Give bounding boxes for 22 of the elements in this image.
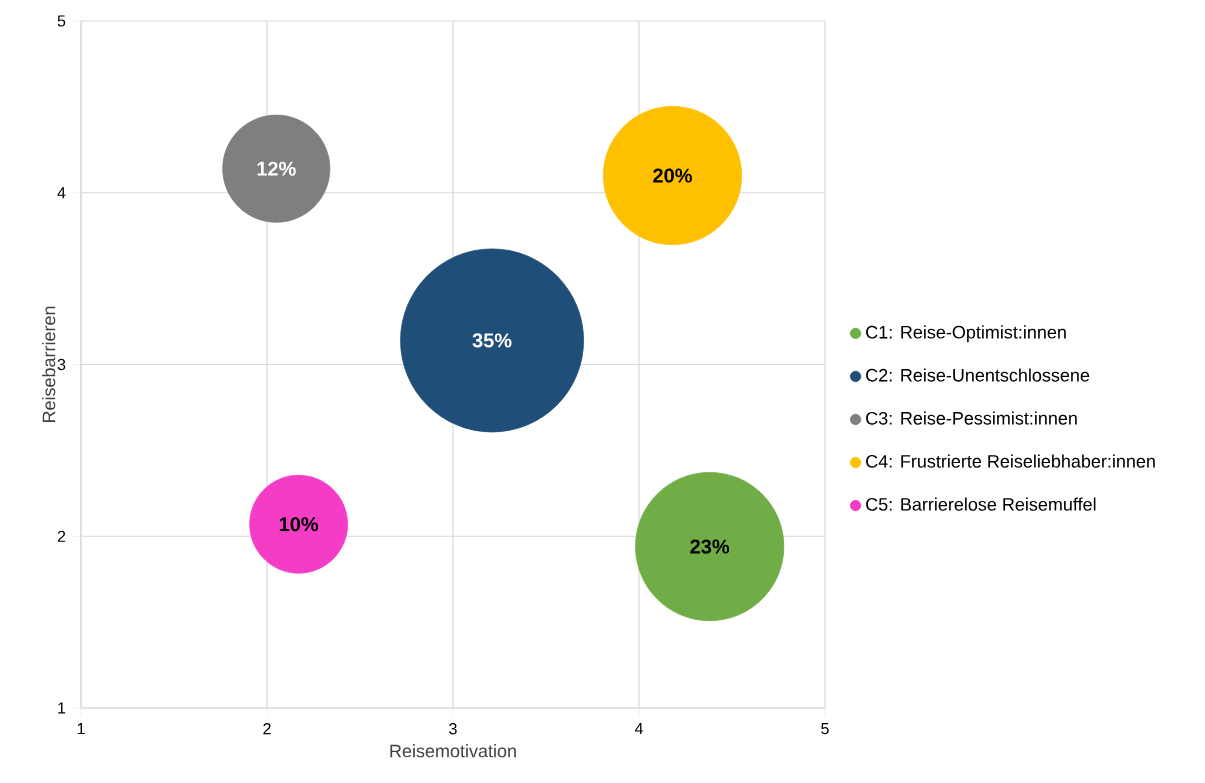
- legend-label: C4: Frustrierte Reiseliebhaber:innen: [866, 454, 1155, 468]
- legend-label: C1: Reise-Optimist:innen: [866, 325, 1066, 343]
- y-tick-label: 5: [57, 15, 66, 27]
- y-tick-label: 1: [58, 702, 66, 714]
- x-tick-label: 4: [634, 723, 643, 735]
- x-tick-label: 2: [263, 723, 271, 735]
- annotation: 12%: [257, 161, 296, 176]
- legend-label: C3: Reise-Pessimist:innen: [866, 411, 1077, 425]
- annotation: 35%: [472, 333, 512, 348]
- y-axis-title: Reisebarrieren: [42, 306, 56, 423]
- x-tick-label: 5: [821, 723, 829, 735]
- y-tick-label: 3: [57, 358, 66, 371]
- x-tick-label: 3: [449, 723, 457, 735]
- legend-label: C5: Barrierelose Reisemuffel: [866, 497, 1096, 511]
- y-tick-label: 2: [57, 530, 66, 542]
- annotation: 23%: [690, 539, 730, 554]
- y-tick-label: 4: [57, 187, 66, 199]
- x-axis-title: Reisemotivation: [390, 744, 516, 758]
- legend-label: C2: Reise-Unentschlossene: [866, 368, 1090, 382]
- annotation: 10%: [279, 517, 319, 532]
- annotation: 20%: [653, 168, 692, 183]
- x-tick-label: 1: [77, 723, 85, 735]
